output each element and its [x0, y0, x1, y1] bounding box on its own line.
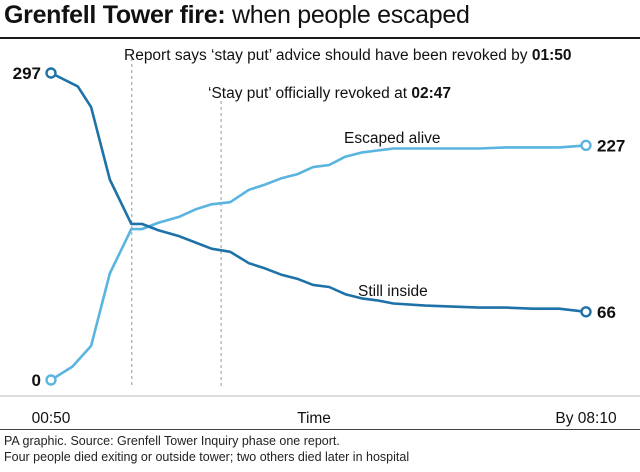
title-bold: Grenfell Tower fire: — [4, 1, 226, 29]
x-tick-label: 00:50 — [32, 410, 71, 427]
series-start-value: 297 — [13, 64, 41, 83]
source-note: PA graphic. Source: Grenfell Tower Inqui… — [4, 434, 340, 448]
series-start-value: 0 — [32, 371, 41, 390]
chart-title: Grenfell Tower fire: when people escaped — [4, 1, 470, 30]
line-chart: Report says ‘stay put’ advice should hav… — [0, 47, 640, 427]
x-axis-title: Time — [297, 410, 331, 427]
series-name-escaped: Escaped alive — [344, 130, 441, 147]
footnote: Four people died exiting or outside towe… — [4, 450, 410, 464]
series-line-escaped — [50, 144, 587, 382]
title-rest: when people escaped — [225, 1, 470, 29]
bottom-rule — [0, 429, 640, 430]
series-end-value: 66 — [597, 303, 616, 322]
annotation-label: ‘Stay put’ officially revoked at 02:47 — [208, 85, 451, 102]
x-tick-label: By 08:10 — [555, 410, 617, 427]
annotation-label: Report says ‘stay put’ advice should hav… — [124, 47, 572, 64]
series-end-marker — [580, 306, 592, 318]
series-start-marker — [45, 67, 57, 79]
top-rule — [0, 37, 640, 39]
series-name-inside: Still inside — [358, 283, 428, 300]
series-start-marker — [45, 374, 57, 386]
series-end-marker — [580, 139, 592, 152]
series-line-inside — [50, 71, 587, 314]
series-end-value: 227 — [597, 136, 625, 155]
